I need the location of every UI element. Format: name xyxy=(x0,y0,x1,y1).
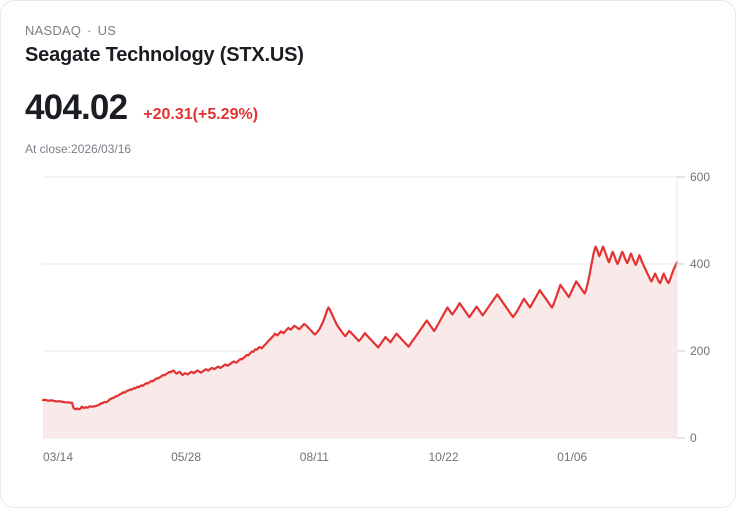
chart-x-tick-label: 08/11 xyxy=(300,450,329,464)
price-row: 404.02 +20.31(+5.29%) xyxy=(25,88,735,128)
chart-y-tick-label: 600 xyxy=(690,170,710,184)
chart-y-tick-label: 0 xyxy=(690,431,697,445)
exchange-row: NASDAQ · US xyxy=(25,23,735,39)
chart-y-tick-label: 400 xyxy=(690,257,710,271)
chart-x-tick-label: 05/28 xyxy=(171,450,201,464)
page-title: Seagate Technology (STX.US) xyxy=(25,44,304,66)
chart-line xyxy=(41,245,679,411)
separator-dot: · xyxy=(87,23,92,38)
chart-y-tick-label: 200 xyxy=(690,344,710,358)
quote-header: NASDAQ · US Seagate Technology (STX.US) … xyxy=(1,1,735,157)
chart-x-tick-label: 10/22 xyxy=(428,450,458,464)
price-change: +20.31(+5.29%) xyxy=(143,106,259,123)
price-chart[interactable]: 0 200 400 600 03/14 05/28 08/11 10/22 01/06 xyxy=(1,161,736,481)
chart-x-tick-label: 01/06 xyxy=(557,450,587,464)
price-chart-svg[interactable]: 0 200 400 600 03/14 05/28 08/11 10/22 01/06 xyxy=(1,161,736,481)
market-status: At close:2026/03/16 xyxy=(25,142,132,156)
chart-area-fill xyxy=(43,246,677,438)
chart-x-axis-labels: 03/14 05/28 08/11 10/22 01/06 xyxy=(43,450,588,464)
exchange-name: NASDAQ xyxy=(25,23,82,38)
current-price: 404.02 xyxy=(25,88,128,127)
chart-y-axis-labels: 0 200 400 600 xyxy=(690,170,710,445)
region-label: US xyxy=(97,23,117,38)
chart-x-tick-label: 03/14 xyxy=(43,450,73,464)
